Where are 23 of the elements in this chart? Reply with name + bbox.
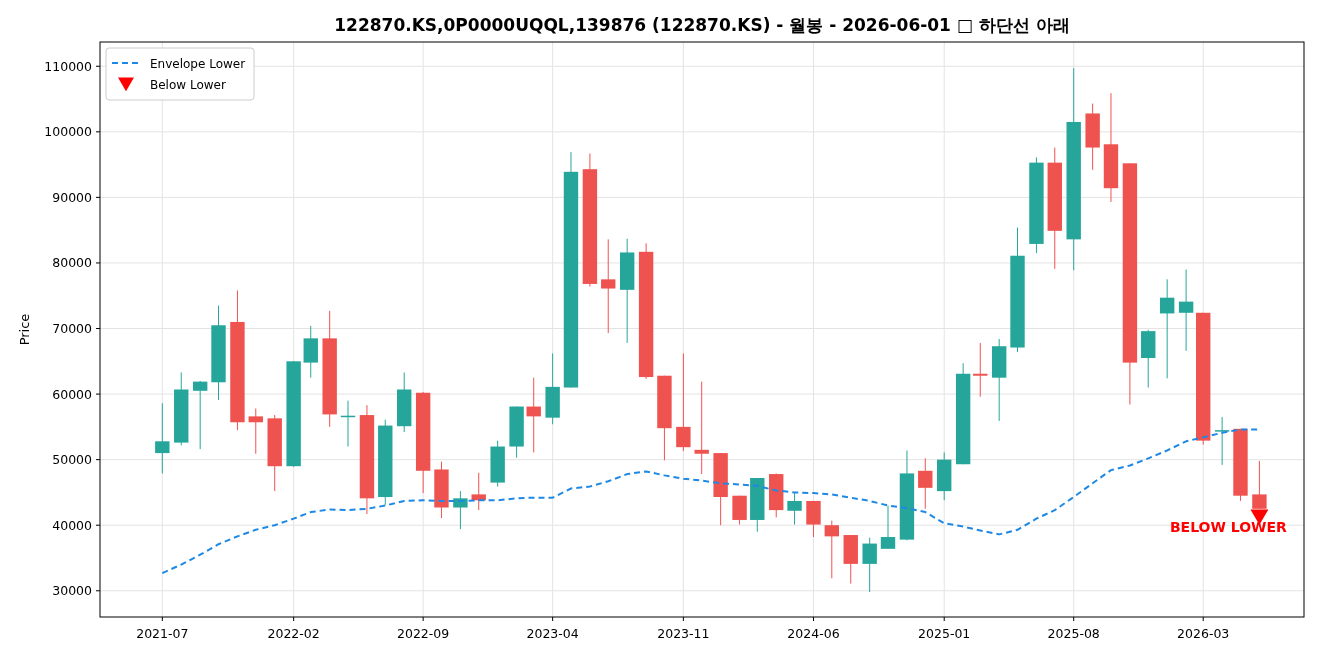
- y-tick-label: 80000: [52, 255, 93, 271]
- y-tick-label: 90000: [52, 189, 93, 205]
- chart-title: 122870.KS,0P0000UQQL,139876 (122870.KS) - 월봉 - 2026-06-01 □ 하단선 아래: [334, 15, 1070, 35]
- y-tick-label: 40000: [52, 517, 93, 533]
- x-tick-label: 2022-02: [267, 626, 320, 641]
- x-tick-label: 2025-01: [918, 626, 971, 641]
- y-tick-label: 30000: [52, 583, 93, 599]
- annotation: BELOW LOWER: [1169, 518, 1288, 535]
- x-tick-label: 2023-11: [657, 626, 710, 641]
- x-tick-label: 2022-09: [397, 626, 450, 641]
- y-tick-label: 50000: [52, 452, 93, 468]
- legend-label: Below Lower: [150, 77, 226, 92]
- x-tick-label: 2024-06: [787, 626, 840, 641]
- y-tick-label: 70000: [52, 321, 93, 337]
- x-tick-label: 2026-03: [1177, 626, 1230, 641]
- x-tick-label: 2025-08: [1047, 626, 1100, 641]
- y-axis-title: Price: [17, 313, 32, 346]
- x-tick-label: 2021-07: [136, 626, 189, 641]
- legend-label: Envelope Lower: [150, 56, 246, 71]
- y-tick-label: 60000: [52, 386, 93, 402]
- x-tick-label: 2023-04: [526, 626, 579, 641]
- y-tick-label: 100000: [44, 124, 93, 140]
- y-tick-label: 110000: [44, 58, 93, 74]
